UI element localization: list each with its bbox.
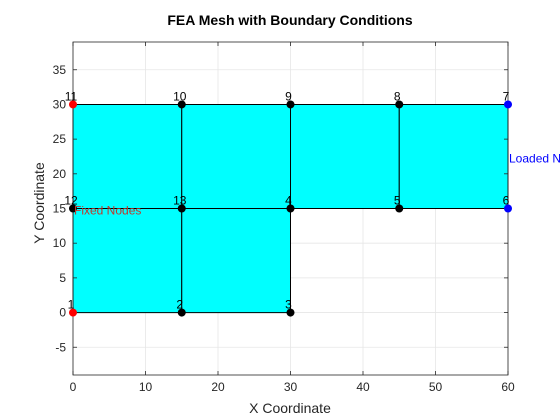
y-tick-label: 10 xyxy=(53,236,67,250)
node-number-label: 6 xyxy=(503,194,510,208)
x-tick-label: 40 xyxy=(356,380,370,394)
annotation-label: Fixed Nodes xyxy=(74,204,141,218)
mesh-node xyxy=(395,204,404,213)
node-number-label: 4 xyxy=(285,194,292,208)
y-tick-label: 15 xyxy=(53,202,67,216)
y-tick-label: 35 xyxy=(53,63,67,77)
mesh-node xyxy=(286,308,295,317)
mesh-elements xyxy=(72,103,509,314)
mesh-node xyxy=(177,204,186,213)
mesh-element xyxy=(72,103,183,209)
mesh-element xyxy=(181,208,291,314)
x-tick-label: 60 xyxy=(501,380,515,394)
node-number-label: 13 xyxy=(173,194,187,208)
mesh-node xyxy=(504,204,512,213)
mesh-node xyxy=(504,100,512,109)
node-number-label: 3 xyxy=(285,298,292,312)
node-number-label: 9 xyxy=(285,89,292,103)
node-number-label: 8 xyxy=(394,89,401,103)
mesh-element xyxy=(398,103,509,209)
x-tick-label: 0 xyxy=(70,380,77,394)
mesh-element xyxy=(290,103,400,209)
node-number-label: 7 xyxy=(503,89,510,103)
mesh-node xyxy=(177,308,186,317)
y-axis-label: Y Coordinate xyxy=(31,162,47,244)
x-axis-label: X Coordinate xyxy=(249,400,331,416)
annotation-label: Loaded Nodes xyxy=(509,151,560,165)
node-number-label: 1 xyxy=(68,298,75,312)
mesh-element xyxy=(72,208,183,314)
mesh-node xyxy=(69,100,77,109)
y-tick-label: 25 xyxy=(53,132,67,146)
y-tick-label: 0 xyxy=(59,306,66,320)
node-number-label: 12 xyxy=(64,194,78,208)
mesh-node xyxy=(395,100,404,109)
mesh-node xyxy=(286,100,295,109)
mesh-nodes xyxy=(69,100,512,317)
x-tick-label: 20 xyxy=(211,380,225,394)
x-tick-label: 50 xyxy=(429,380,443,394)
mesh-element xyxy=(181,103,291,209)
mesh-node xyxy=(69,308,77,317)
node-number-label: 10 xyxy=(173,89,187,103)
mesh-node xyxy=(177,100,186,109)
node-number-label: 5 xyxy=(394,194,401,208)
x-tick-label: 10 xyxy=(139,380,153,394)
y-tick-label: 30 xyxy=(53,97,67,111)
mesh-node xyxy=(286,204,295,213)
y-tick-label: 5 xyxy=(59,271,66,285)
chart-title: FEA Mesh with Boundary Conditions xyxy=(167,12,412,28)
mesh-node xyxy=(69,204,77,213)
x-tick-label: 30 xyxy=(284,380,298,394)
node-number-label: 2 xyxy=(176,298,183,312)
node-number-label: 11 xyxy=(65,89,78,103)
y-tick-label: -5 xyxy=(55,340,66,354)
y-tick-label: 20 xyxy=(53,167,67,181)
